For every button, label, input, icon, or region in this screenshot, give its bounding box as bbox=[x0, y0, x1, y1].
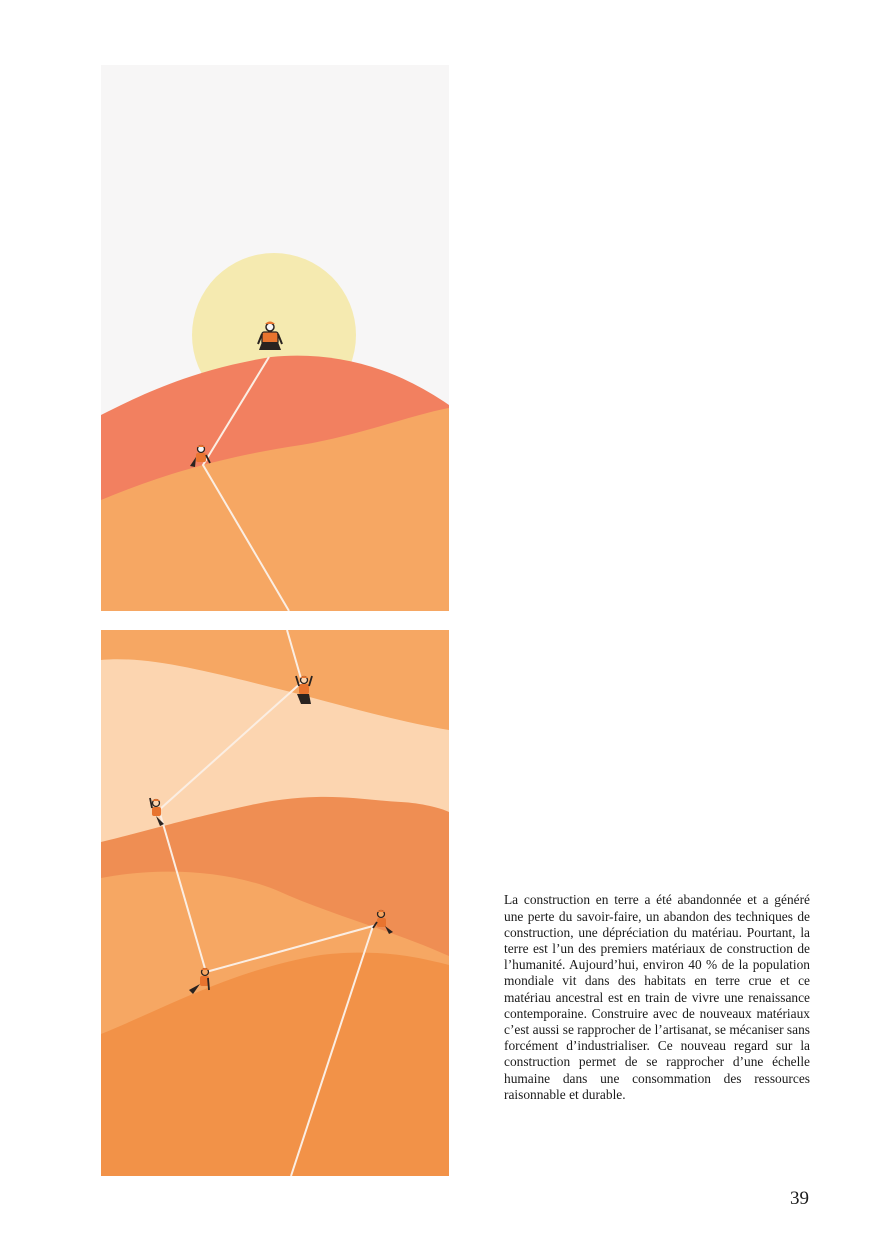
band-deep bbox=[101, 952, 449, 1176]
page-number: 39 bbox=[790, 1188, 809, 1209]
climber-icon bbox=[295, 675, 313, 704]
climber-icon bbox=[257, 321, 283, 350]
summit-illustration bbox=[101, 65, 449, 611]
hill-orange bbox=[101, 408, 449, 611]
climber-icon bbox=[372, 909, 393, 934]
climber-icon bbox=[149, 797, 164, 826]
rope-top bbox=[201, 356, 290, 611]
illustration-top-panel bbox=[101, 65, 449, 611]
climb-illustration bbox=[101, 630, 449, 1176]
body-paragraph: La construction en terre a été abandonné… bbox=[504, 892, 810, 1102]
climber-icon bbox=[189, 967, 210, 994]
rope-bottom bbox=[157, 630, 375, 1176]
climber-icon bbox=[190, 444, 211, 467]
illustration-bottom-panel bbox=[101, 630, 449, 1176]
